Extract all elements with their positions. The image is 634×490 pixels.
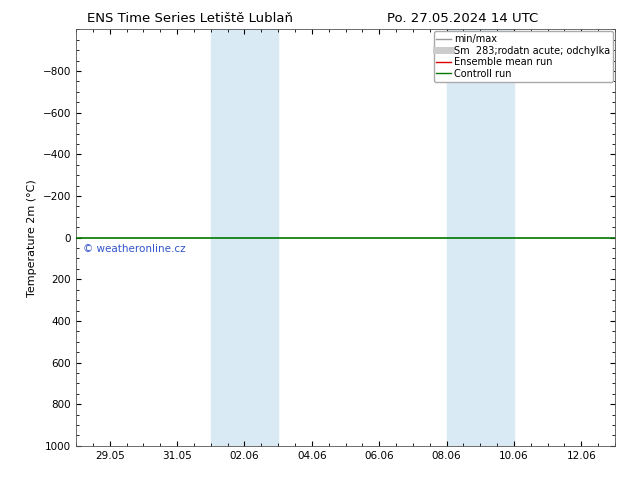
Legend: min/max, Sm  283;rodatn acute; odchylka, Ensemble mean run, Controll run: min/max, Sm 283;rodatn acute; odchylka, … — [434, 31, 613, 81]
Text: Po. 27.05.2024 14 UTC: Po. 27.05.2024 14 UTC — [387, 12, 538, 25]
Text: ENS Time Series Letiště Lublaň: ENS Time Series Letiště Lublaň — [87, 12, 293, 25]
Text: © weatheronline.cz: © weatheronline.cz — [83, 244, 185, 254]
Bar — [210, 29, 278, 446]
Bar — [446, 29, 514, 446]
Y-axis label: Temperature 2m (°C): Temperature 2m (°C) — [27, 179, 37, 296]
